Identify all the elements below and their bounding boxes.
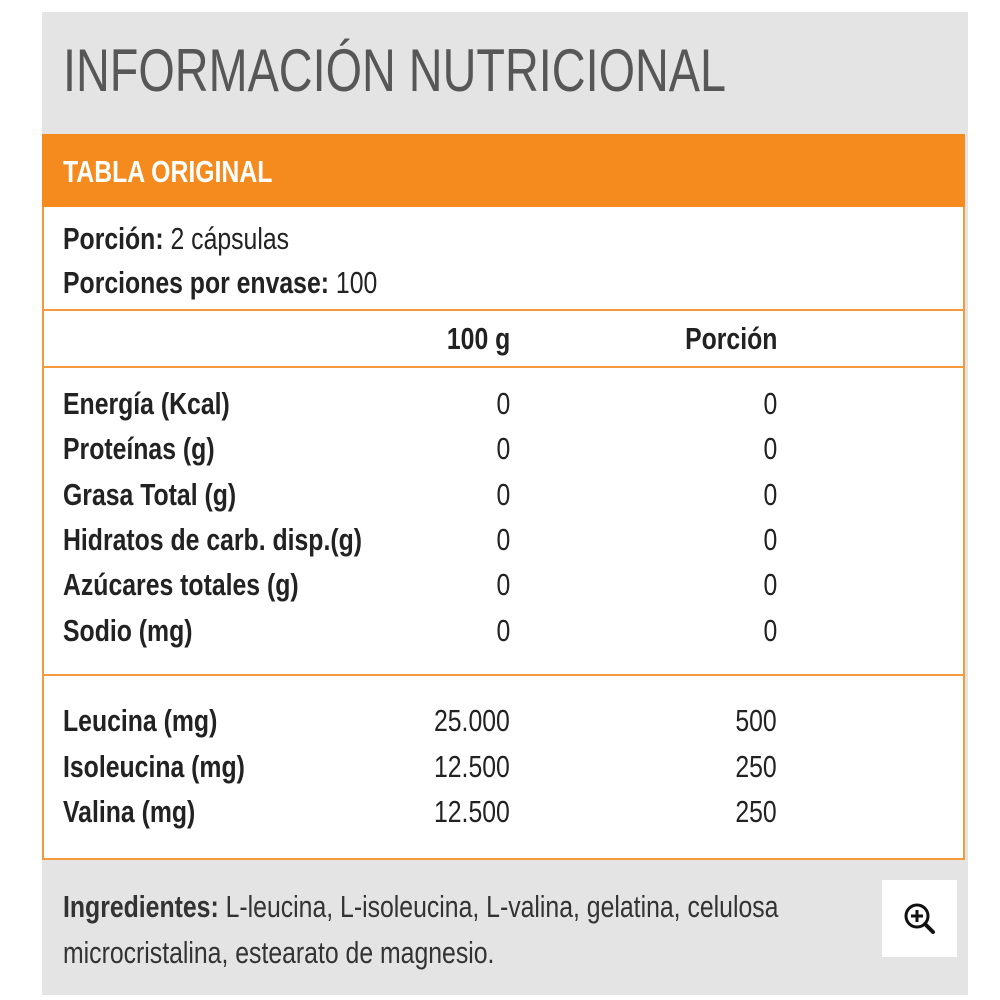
servings-per-container-value: 100 <box>335 265 378 300</box>
ingredients: Ingredientes: L-leucina, L-isoleucina, L… <box>63 884 855 976</box>
cell: 0 <box>763 567 777 603</box>
cell: 0 <box>496 476 510 512</box>
row-label: Hidratos de carb. disp.(g) <box>63 521 363 557</box>
table-heading-bar <box>42 134 965 207</box>
cell: 25.000 <box>434 703 510 738</box>
cell: 0 <box>496 386 510 421</box>
separator <box>44 366 963 368</box>
cell: 12.500 <box>434 794 510 829</box>
cell: 0 <box>763 521 777 557</box>
row-label: Proteínas (g) <box>63 431 215 467</box>
title: INFORMACIÓN NUTRICIONAL <box>63 37 727 104</box>
zoom-button[interactable] <box>882 880 957 957</box>
cell: 0 <box>496 567 510 603</box>
servings-per-container-label: Porciones por envase: <box>63 265 330 300</box>
cell: 250 <box>735 794 777 829</box>
ingredients-label: Ingredientes: <box>63 889 219 924</box>
cell: 0 <box>763 476 777 512</box>
cell: 0 <box>763 612 777 648</box>
cell: 500 <box>735 703 777 738</box>
ingredients-text: L-leucina, L-isoleucina, L-valina, gelat… <box>63 889 779 970</box>
zoom-icon <box>904 903 935 934</box>
column-header: 100 g <box>446 321 510 356</box>
row-label: Azúcares totales (g) <box>63 567 299 603</box>
cell: 0 <box>496 431 510 467</box>
row-label: Isoleucina (mg) <box>63 748 245 784</box>
row-label: Leucina (mg) <box>63 703 218 738</box>
cell: 250 <box>735 748 777 784</box>
cell: 0 <box>763 431 777 467</box>
row-label: Valina (mg) <box>63 794 196 829</box>
cell: 12.500 <box>434 748 510 784</box>
serving: Porción: 2 cápsulas <box>63 219 289 259</box>
separator <box>44 309 963 311</box>
row-label: Energía (Kcal) <box>63 386 230 421</box>
row-label: Sodio (mg) <box>63 612 193 648</box>
row-label: Grasa Total (g) <box>63 476 237 512</box>
cell: 0 <box>496 612 510 648</box>
table-heading: TABLA ORIGINAL <box>63 154 273 189</box>
serving-value: 2 cápsulas <box>170 221 290 256</box>
servings-per-container: Porciones por envase: 100 <box>63 263 377 303</box>
serving-label: Porción: <box>63 221 164 256</box>
cell: 0 <box>763 386 777 421</box>
separator <box>44 674 963 676</box>
cell: 0 <box>496 521 510 557</box>
table-box <box>42 134 965 860</box>
column-header: Porción <box>684 321 777 356</box>
